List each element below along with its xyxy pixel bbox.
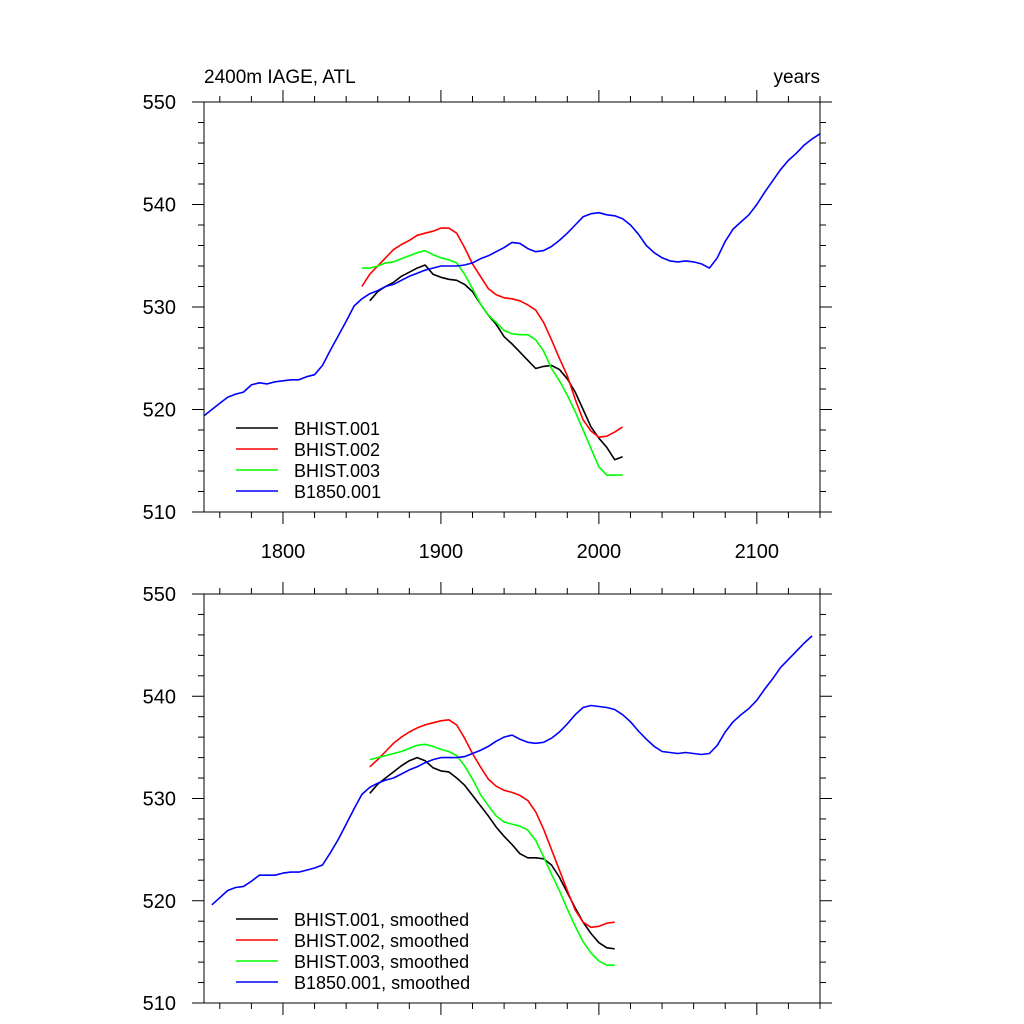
y-tick-label: 530: [143, 789, 176, 811]
legend-label: BHIST.003, smoothed: [294, 952, 469, 972]
y-tick-label: 510: [143, 502, 176, 524]
series-line-2: [369, 718, 615, 929]
axes-group: 510 520 530 540 550 1800 1900 2000 2100: [143, 90, 832, 563]
x-tick-label: 2100: [735, 541, 780, 563]
y-tick-label: 550: [143, 92, 176, 114]
y-tick-label: 540: [143, 686, 176, 708]
series-group: [203, 133, 821, 476]
panel-title-left: 2400m IAGE, ATL: [204, 67, 356, 88]
series-line-3: [361, 249, 623, 476]
series-line-1: [369, 264, 623, 461]
series-line-4: [203, 133, 821, 417]
legend-label: B1850.001: [294, 482, 381, 502]
x-tick-label: 1900: [419, 541, 464, 563]
x-tick-label: 1800: [261, 541, 306, 563]
axes-group: 510 520 530 540 550: [143, 582, 832, 1015]
legend-label: BHIST.001: [294, 419, 380, 439]
series-line-4: [211, 635, 813, 906]
legend-label: BHIST.002: [294, 440, 380, 460]
x-tick-label: 2000: [577, 541, 622, 563]
y-tick-label: 530: [143, 297, 176, 319]
y-tick-label: 510: [143, 993, 176, 1015]
panel-title-right: years: [774, 67, 820, 88]
series-line-2: [361, 227, 624, 439]
legend-label: BHIST.002, smoothed: [294, 931, 469, 951]
legend-label: BHIST.001, smoothed: [294, 910, 469, 930]
series-line-3: [369, 743, 615, 967]
y-tick-label: 550: [143, 584, 176, 606]
y-tick-label: 520: [143, 891, 176, 913]
y-tick-label: 520: [143, 400, 176, 422]
legend-label: BHIST.003: [294, 461, 380, 481]
top-panel: 2400m IAGE, ATL years 510 520 530 540 550 180…: [143, 67, 832, 563]
series-group: [211, 635, 813, 967]
legend-label: B1850.001, smoothed: [294, 973, 470, 993]
y-tick-label: 540: [143, 195, 176, 217]
